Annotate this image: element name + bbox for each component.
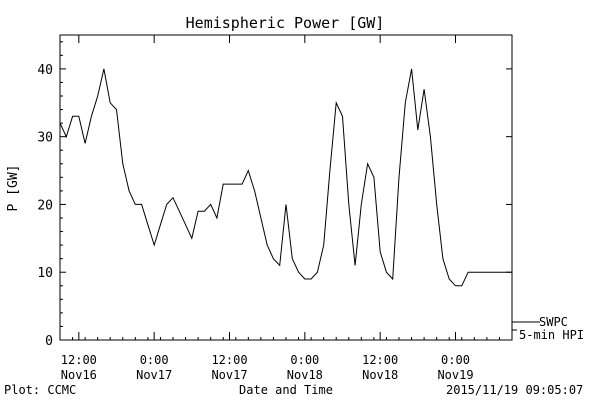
x-tick-date-label: Nov17 [136,368,172,382]
y-tick-label-30: 30 [37,131,53,146]
x-tick-date-label: Nov18 [362,368,398,382]
x-tick-time-label: 0:00 [290,353,319,367]
y-tick-label-20: 20 [37,198,53,213]
x-tick-date-label: Nov18 [287,368,323,382]
x-tick-date-label: Nov19 [437,368,473,382]
x-axis-label: Date and Time [239,383,333,397]
y-tick-label-10: 10 [37,266,53,281]
x-tick-time-label: 12:00 [362,353,398,367]
y-axis: 0 10 20 30 40 [37,41,512,349]
legend-label-5-min-hpi: 5-min HPI [519,328,584,342]
x-tick-time-label: 12:00 [211,353,247,367]
legend-label-swpc: SWPC [539,315,568,329]
x-tick-time-label: 12:00 [61,353,97,367]
x-axis: 12:00Nov160:00Nov1712:00Nov170:00Nov1812… [59,35,513,382]
x-tick-time-label: 0:00 [140,353,169,367]
chart-title: Hemispheric Power [GW] [186,14,385,32]
plot-credit: Plot: CCMC [4,383,76,397]
y-tick-label-40: 40 [37,63,53,78]
x-tick-date-label: Nov16 [61,368,97,382]
legend: SWPC 5-min HPI [512,315,584,342]
series-line-5-min-hpi [59,68,512,287]
plot-timestamp: 2015/11/19 09:05:07 [446,383,583,397]
y-tick-label-0: 0 [45,334,53,349]
x-tick-time-label: 0:00 [441,353,470,367]
y-axis-label: P [GW] [6,165,21,212]
x-tick-date-label: Nov17 [211,368,247,382]
